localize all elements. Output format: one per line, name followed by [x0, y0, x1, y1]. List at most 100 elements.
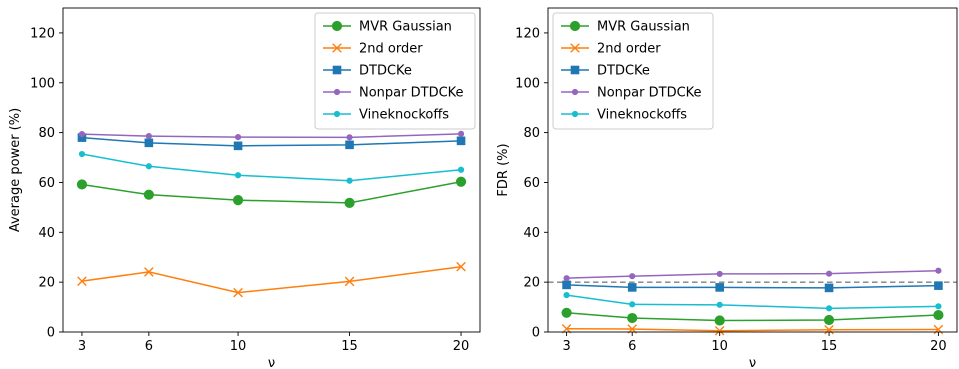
legend-marker	[570, 43, 580, 53]
legend-marker	[332, 43, 342, 53]
x-tick-label: 3	[78, 339, 86, 354]
legend-entry: 2nd order	[323, 42, 423, 57]
x-axis-label: ν	[749, 356, 756, 369]
legend-label: DTDCKe	[597, 64, 650, 79]
data-point	[825, 305, 833, 312]
data-point	[563, 292, 570, 299]
plot-frame	[547, 7, 958, 333]
x-axis-label: ν	[268, 356, 275, 369]
series-line	[81, 136, 462, 147]
data-point	[716, 301, 723, 308]
data-point	[824, 324, 834, 335]
y-tick-label: 60	[38, 176, 55, 191]
legend-entry: 2nd order	[561, 42, 661, 57]
y-tick-label: 40	[523, 226, 540, 241]
legend-entry: DTDCKe	[561, 64, 650, 79]
legend-box	[314, 12, 476, 130]
series-line	[566, 328, 939, 332]
y-tick-label: 0	[47, 326, 55, 341]
data-point	[457, 130, 465, 137]
x-tick-label: 15	[341, 339, 358, 354]
legend: MVR Gaussian 2nd order DTDCKe Nonpar DTDCKe…	[314, 12, 476, 130]
data-point	[823, 314, 835, 326]
data-point	[562, 280, 571, 290]
legend-label: 2nd order	[597, 42, 661, 57]
x-tick-label: 10	[230, 339, 247, 354]
series-nonpar-dtdcke	[563, 267, 942, 282]
legend-marker	[332, 65, 342, 75]
series-dtdcke	[77, 133, 466, 151]
legend-entry: Vineknockoffs	[323, 108, 449, 123]
y-tick-label: 40	[38, 226, 55, 241]
data-point	[234, 134, 242, 141]
data-point	[934, 281, 943, 290]
data-point	[457, 166, 465, 173]
x-tick-label: 6	[628, 339, 636, 354]
legend-marker	[331, 20, 343, 32]
series-line	[81, 133, 462, 139]
legend-label: 2nd order	[359, 42, 423, 57]
y-tick-label: 20	[38, 276, 55, 291]
data-point	[77, 133, 87, 142]
y-tick-label: 80	[523, 126, 540, 141]
data-point	[716, 270, 723, 278]
data-point	[824, 283, 834, 293]
data-point	[563, 275, 570, 282]
data-point	[455, 176, 467, 187]
series-line	[566, 269, 939, 279]
data-point	[78, 131, 86, 138]
data-point	[627, 312, 638, 324]
legend-label: DTDCKe	[359, 64, 412, 79]
data-point	[144, 267, 154, 277]
y-axis-label: FDR (%)	[496, 143, 511, 196]
y-tick-label: 20	[523, 276, 540, 291]
data-point	[933, 309, 944, 321]
y-tick-label: 0	[532, 326, 540, 341]
legend-marker	[571, 88, 579, 96]
legend-entry: Nonpar DTDCKe	[323, 86, 464, 101]
x-tick-label: 15	[821, 339, 838, 354]
series-dtdcke	[562, 280, 943, 293]
data-point	[456, 261, 466, 272]
series-mvr-gaussian	[561, 307, 944, 326]
series-2nd-order	[77, 261, 466, 298]
legend-entry: MVR Gaussian	[561, 20, 690, 35]
legend-box	[552, 12, 714, 130]
data-point	[825, 270, 833, 277]
y-tick-label: 60	[523, 176, 540, 191]
series-vineknockoffs	[563, 292, 942, 312]
data-point	[346, 134, 353, 141]
data-point	[78, 150, 86, 158]
data-point	[77, 276, 87, 286]
y-tick-label: 80	[38, 126, 55, 141]
legend-entry: MVR Gaussian	[323, 20, 452, 35]
chart-panel-1: 3 6 10 15 20 0 20 40 60 80 100 120 ν Average power (%…	[8, 7, 481, 369]
data-point	[714, 325, 725, 336]
legend-marker	[571, 110, 579, 118]
data-point	[627, 283, 637, 292]
data-point	[456, 136, 466, 146]
legend: MVR Gaussian 2nd order DTDCKe Nonpar DTDCKe…	[552, 12, 714, 130]
series-nonpar-dtdcke	[78, 130, 465, 141]
series-mvr-gaussian	[76, 176, 467, 208]
legend-entry: DTDCKe	[323, 64, 412, 79]
y-tick-label: 100	[515, 76, 540, 91]
x-tick-label: 20	[453, 339, 470, 354]
legend-entry: Vineknockoffs	[561, 108, 687, 123]
data-point	[344, 276, 355, 287]
series-line	[81, 265, 462, 294]
data-point	[143, 189, 154, 200]
chart-panel-2: 3 6 10 15 20 0 20 40 60 80 100 120 ν FDR (%) MVR Gauss…	[496, 7, 958, 369]
series-line	[566, 284, 939, 289]
y-tick-label: 120	[515, 26, 540, 41]
x-tick-label: 6	[145, 339, 153, 354]
data-point	[145, 133, 152, 140]
legend-label: MVR Gaussian	[597, 20, 690, 35]
y-tick-label: 100	[30, 76, 55, 91]
data-point	[344, 197, 355, 208]
data-point	[145, 163, 152, 170]
data-point	[346, 177, 353, 184]
data-point	[629, 301, 636, 308]
data-point	[234, 172, 242, 179]
